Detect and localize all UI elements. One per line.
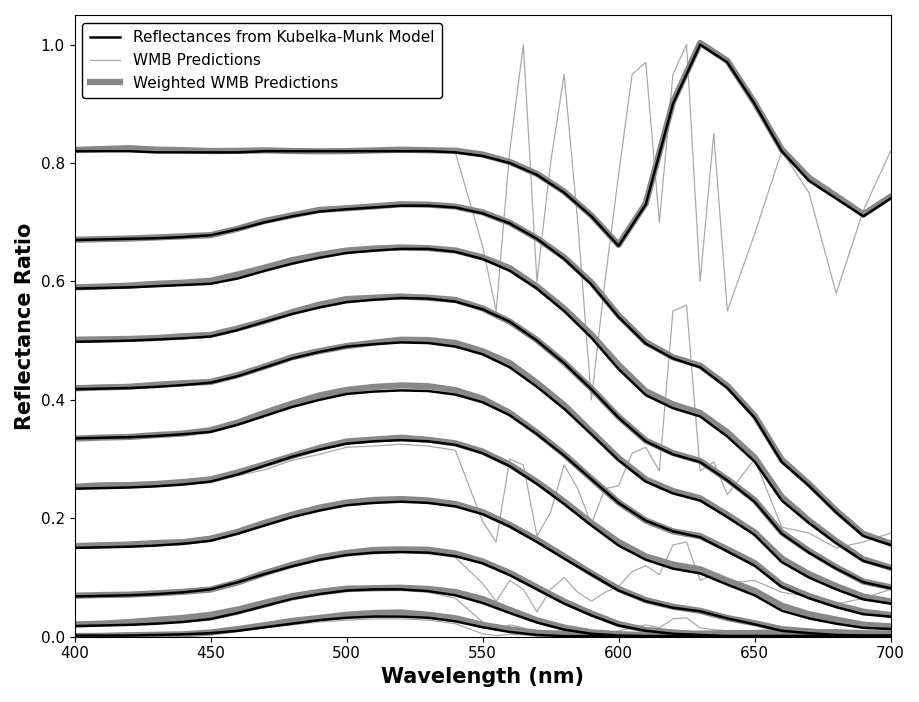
Y-axis label: Reflectance Ratio: Reflectance Ratio [15, 222, 35, 430]
X-axis label: Wavelength (nm): Wavelength (nm) [380, 667, 584, 687]
Legend: Reflectances from Kubelka-Munk Model, WMB Predictions, Weighted WMB Predictions: Reflectances from Kubelka-Munk Model, WM… [82, 22, 441, 98]
